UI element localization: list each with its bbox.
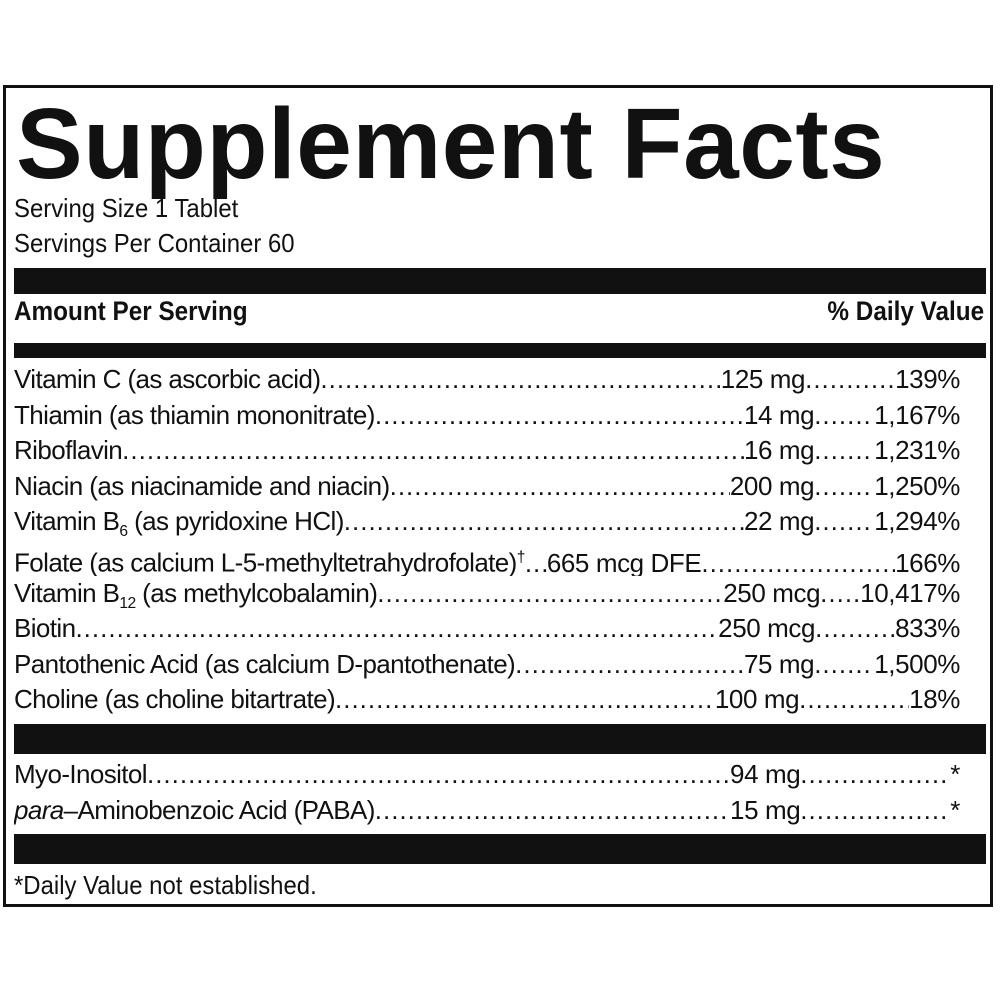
nutrient-name: Niacin (as niacinamide and niacin) — [14, 470, 390, 501]
ingredient-dv: * — [950, 794, 960, 825]
nutrient-row: Niacin (as niacinamide and niacin) 200 m… — [14, 469, 960, 505]
serving-size: Serving Size 1 Tablet — [14, 193, 239, 223]
nutrient-dv: 18% — [909, 684, 960, 715]
nutrient-name: Riboflavin — [14, 435, 123, 466]
ingredient-dv: * — [950, 759, 960, 789]
nutrient-dv: 833% — [895, 613, 960, 644]
ingredient-amount: 94 mg — [730, 759, 801, 789]
nutrient-amount: 665 mcg DFE — [546, 547, 702, 576]
nutrient-row: Biotin 250 mcg 833% — [14, 611, 960, 647]
nutrient-row: Vitamin B6 (as pyridoxine HCl) 22 mg 1,2… — [14, 504, 960, 540]
nutrient-amount: 200 mg — [729, 470, 815, 501]
nutrient-amount: 125 mg — [720, 364, 806, 394]
panel-title: Supplement Facts — [16, 88, 886, 200]
nutrient-amount: 75 mg — [743, 648, 815, 679]
thick-divider — [14, 834, 986, 864]
nutrient-dv: 10,417% — [860, 577, 960, 608]
daily-value-label: % Daily Value — [827, 296, 984, 326]
nutrient-dv: 139% — [895, 364, 960, 394]
nutrient-name: Biotin — [14, 613, 76, 644]
nutrient-dv: 1,250% — [874, 470, 960, 501]
nutrient-row: Vitamin B12 (as methylcobalamin) 250 mcg… — [14, 576, 960, 612]
nutrient-dv: 1,231% — [874, 435, 960, 466]
nutrient-amount: 250 mcg — [718, 613, 816, 644]
nutrient-dv: 1,167% — [874, 399, 960, 430]
nutrient-dv: 166% — [895, 547, 960, 576]
thick-divider — [14, 268, 986, 294]
nutrient-name: Thiamin (as thiamin mononitrate) — [14, 399, 375, 430]
nutrient-dv: 1,500% — [874, 648, 960, 679]
nutrient-name: Folate (as calcium L-5-methyltetrahydrof… — [14, 547, 525, 576]
nutrient-amount: 250 mcg — [723, 577, 821, 608]
nutrient-name: Vitamin C (as ascorbic acid) — [14, 364, 321, 394]
nutrient-name: Choline (as choline bitartrate) — [14, 684, 336, 715]
nutrient-row: Choline (as choline bitartrate) 100 mg 1… — [14, 682, 960, 718]
nutrient-row: Riboflavin 16 mg 1,231% — [14, 433, 960, 469]
nutrient-amount: 14 mg — [743, 399, 815, 430]
nutrient-amount: 16 mg — [743, 435, 815, 466]
ingredient-row: para–Aminobenzoic Acid (PABA) 15 mg * — [14, 793, 960, 829]
footnote: *Daily Value not established. — [14, 870, 317, 900]
nutrient-name: Vitamin B12 (as methylcobalamin) — [14, 577, 378, 612]
ingredient-name: Myo-Inositol — [14, 759, 148, 789]
nutrient-dv: 1,294% — [874, 506, 960, 537]
nutrient-row: Pantothenic Acid (as calcium D-pantothen… — [14, 647, 960, 683]
nutrient-name: Vitamin B6 (as pyridoxine HCl) — [14, 506, 344, 540]
ingredient-row: Myo-Inositol 94 mg * — [14, 757, 960, 793]
column-header: Amount Per Serving % Daily Value — [14, 295, 986, 327]
nutrient-amount: 100 mg — [714, 684, 800, 715]
nutrient-row: Folate (as calcium L-5-methyltetrahydrof… — [14, 540, 960, 576]
supplement-facts-panel: Supplement Facts Serving Size 1 Tablet S… — [3, 85, 993, 907]
nutrient-amount: 22 mg — [743, 506, 815, 537]
nutrient-list: Vitamin C (as ascorbic acid) 125 mg 139%… — [14, 362, 960, 718]
other-ingredients-list: Myo-Inositol 94 mg * para–Aminobenzoic A… — [14, 757, 960, 828]
amount-per-serving-label: Amount Per Serving — [14, 296, 248, 326]
ingredient-amount: 15 mg — [730, 794, 801, 825]
servings-per-container: Servings Per Container 60 — [14, 228, 295, 258]
nutrient-row: Thiamin (as thiamin mononitrate) 14 mg 1… — [14, 398, 960, 434]
thick-divider — [14, 724, 986, 754]
ingredient-name: para–Aminobenzoic Acid (PABA) — [14, 794, 375, 825]
nutrient-name: Pantothenic Acid (as calcium D-pantothen… — [14, 648, 516, 679]
nutrient-row: Vitamin C (as ascorbic acid) 125 mg 139% — [14, 362, 960, 398]
medium-divider — [14, 343, 986, 358]
